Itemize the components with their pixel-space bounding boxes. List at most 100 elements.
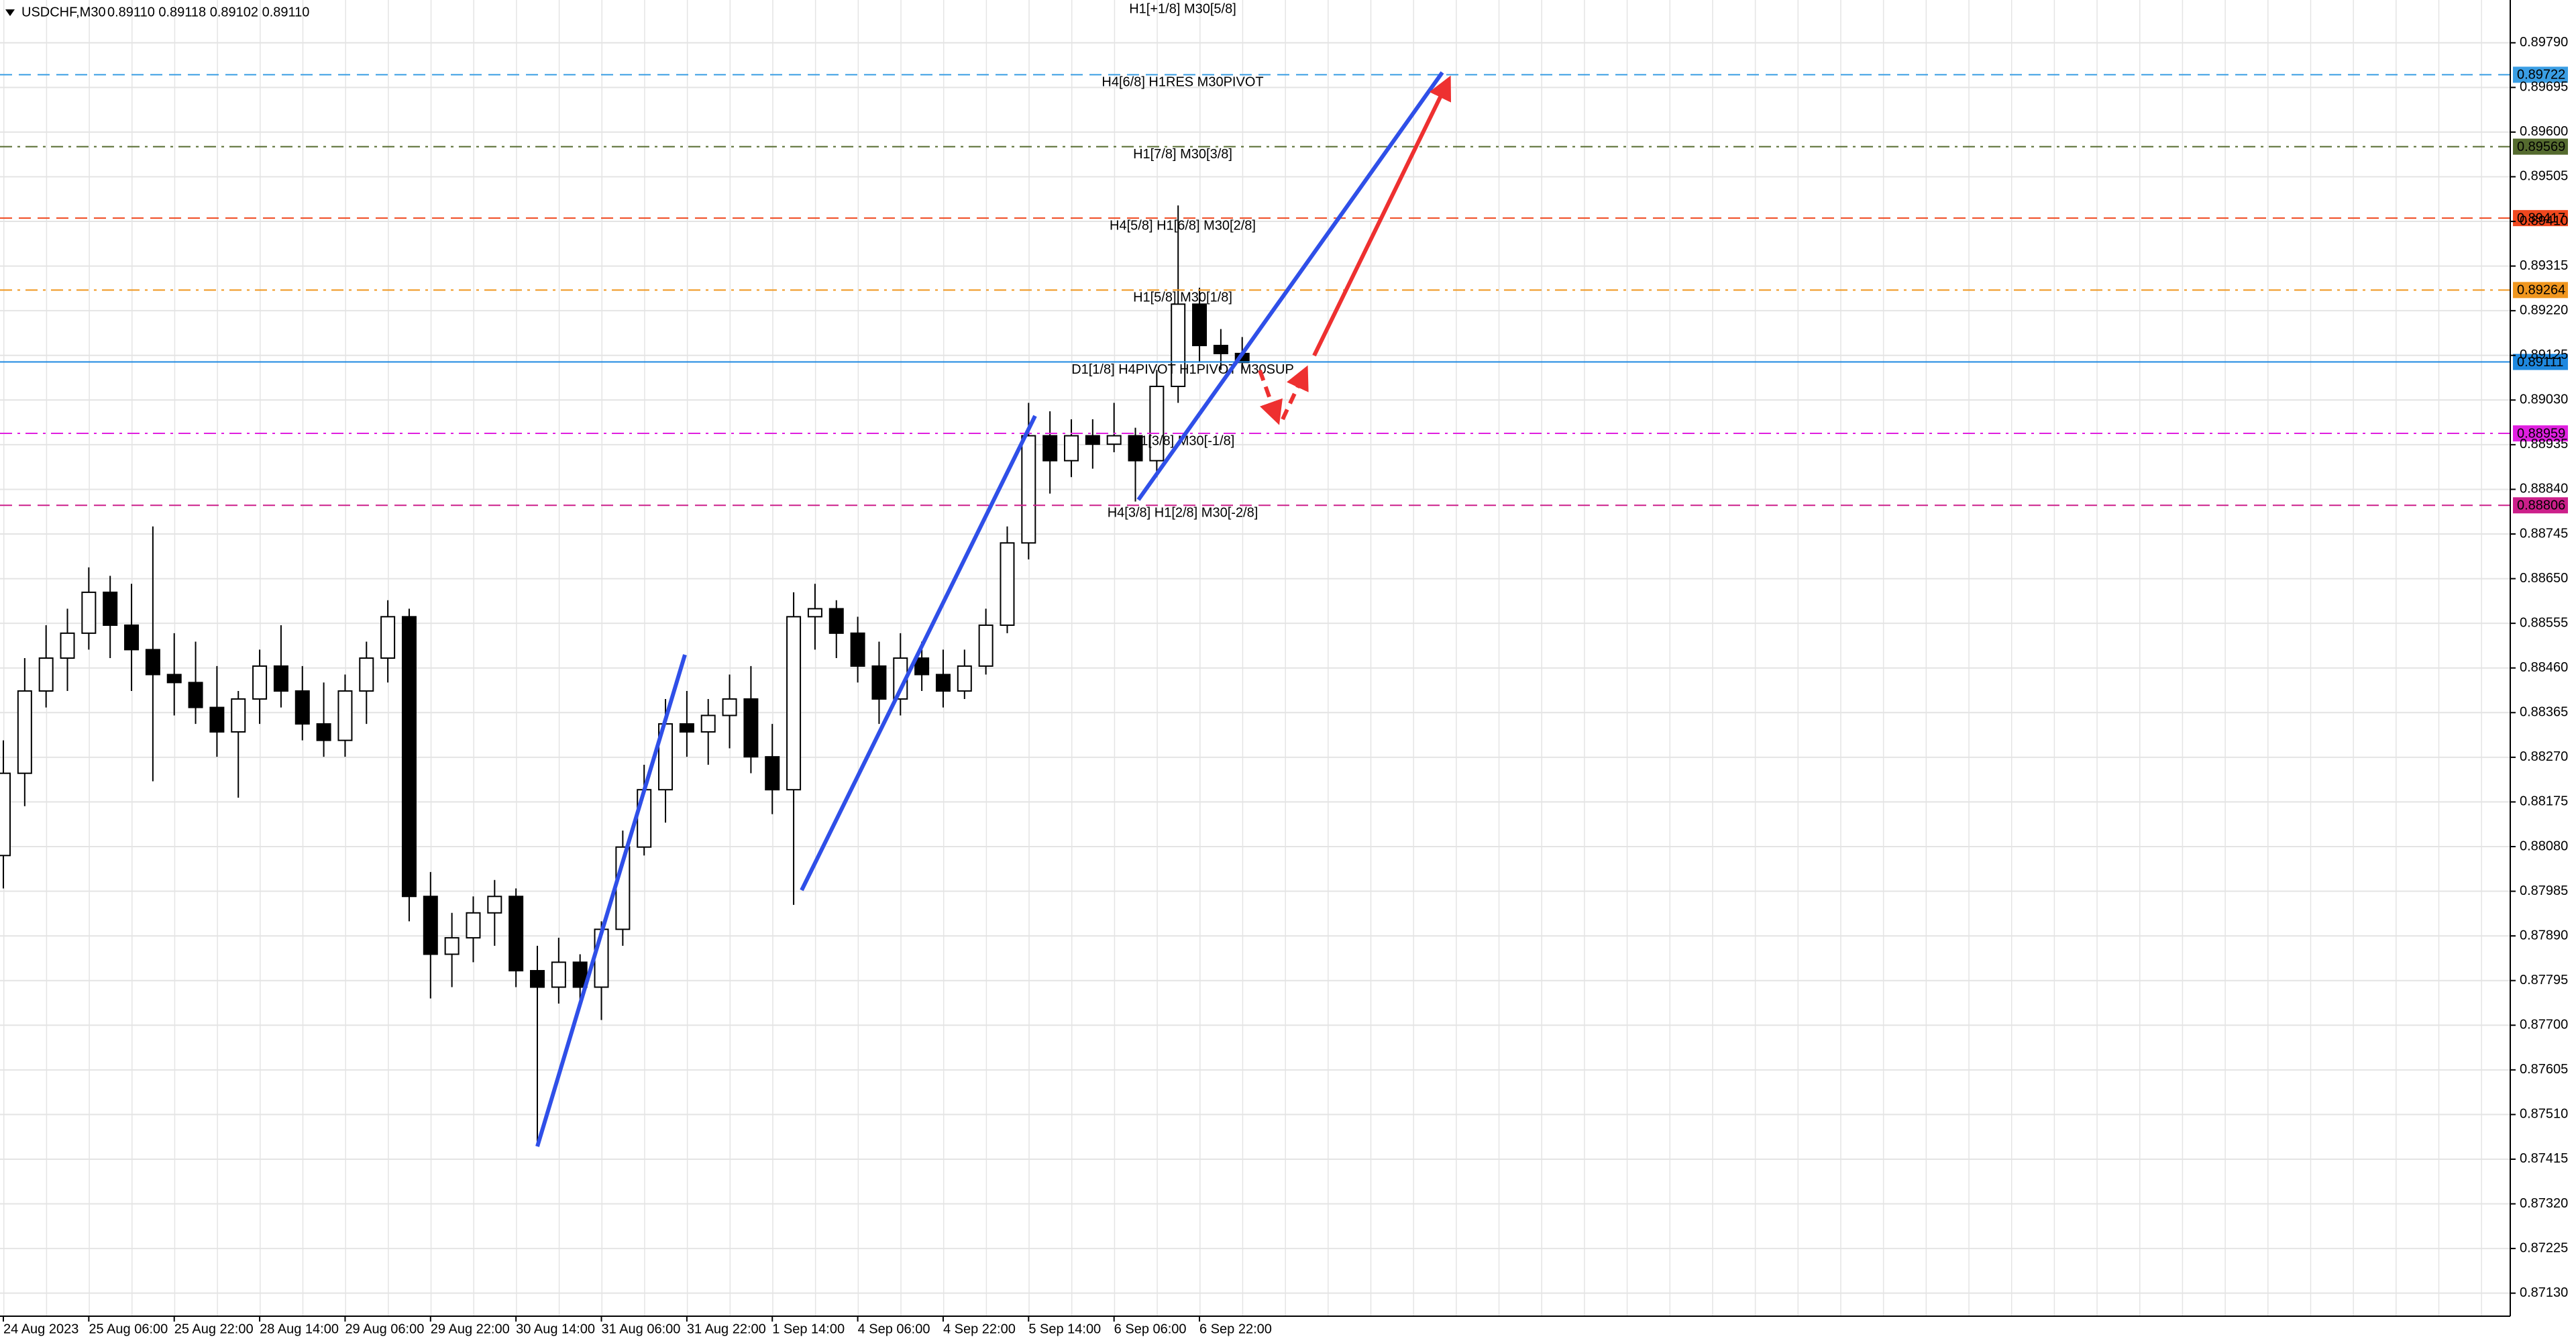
candle-body xyxy=(1192,303,1208,347)
y-tick-label: 0.88935 xyxy=(2520,437,2568,451)
candle-body xyxy=(914,657,930,676)
price-tag xyxy=(2513,425,2568,442)
x-tick-label: 29 Aug 06:00 xyxy=(345,1322,424,1336)
x-tick-label: 6 Sep 06:00 xyxy=(1114,1322,1187,1336)
y-tick-label: 0.87415 xyxy=(2520,1151,2568,1166)
x-tick-label: 4 Sep 06:00 xyxy=(858,1322,930,1336)
level-label: H1[7/8] M30[3/8] xyxy=(1133,147,1232,162)
y-tick-label: 0.89505 xyxy=(2520,169,2568,184)
price-tag xyxy=(2513,354,2568,370)
y-tick-label: 0.88270 xyxy=(2520,749,2568,764)
candle-body xyxy=(60,632,75,659)
forecast-arrow xyxy=(1258,369,1283,425)
candle-body xyxy=(679,723,694,733)
candle-body xyxy=(1042,435,1058,462)
y-tick-label: 0.88175 xyxy=(2520,794,2568,809)
vertical-grid xyxy=(0,0,2510,1316)
y-tick-label: 0.88555 xyxy=(2520,615,2568,630)
y-tick-label: 0.87795 xyxy=(2520,973,2568,987)
x-tick-label: 4 Sep 22:00 xyxy=(943,1322,1016,1336)
candle-body xyxy=(401,616,417,898)
x-tick-label: 25 Aug 22:00 xyxy=(174,1322,254,1336)
candle-body xyxy=(1171,303,1186,387)
candle-body xyxy=(637,789,652,848)
y-tick-label: 0.89315 xyxy=(2520,258,2568,273)
x-tick-label: 24 Aug 2023 xyxy=(3,1322,78,1336)
x-tick-label: 5 Sep 14:00 xyxy=(1028,1322,1101,1336)
candle-body xyxy=(700,714,716,733)
candle-body xyxy=(466,912,481,939)
candle-body xyxy=(81,591,97,634)
level-label: H4[3/8] H1[2/8] M30[-2/8] xyxy=(1108,506,1258,521)
candle-body xyxy=(294,690,310,725)
y-tick-label: 0.87320 xyxy=(2520,1196,2568,1211)
candle-body xyxy=(828,608,844,634)
x-tick-label: 31 Aug 06:00 xyxy=(602,1322,681,1336)
candle-body xyxy=(209,706,225,733)
candle-body xyxy=(786,616,802,791)
candle-body xyxy=(765,756,780,791)
candle-body xyxy=(166,674,182,684)
candle-body xyxy=(38,657,54,692)
candle-body xyxy=(273,665,288,692)
candle-body xyxy=(572,961,588,988)
level-label: H1[+1/8] M30[5/8] xyxy=(1129,1,1236,16)
price-tag-label: 0.88806 xyxy=(2517,498,2565,513)
axis-labels: 0.89790 0.89695 0.89600 0.89505 0.89410 0.893… xyxy=(3,35,2568,1336)
y-tick-label: 0.87890 xyxy=(2520,928,2568,943)
grid xyxy=(0,42,2510,1294)
candle-body xyxy=(487,896,502,914)
candle-body xyxy=(807,608,822,618)
y-tick-label: 0.87605 xyxy=(2520,1062,2568,1077)
level-label: H1[5/8] M30[1/8] xyxy=(1133,290,1232,305)
candle-body xyxy=(0,772,11,857)
candle-body xyxy=(252,665,268,700)
candle-body xyxy=(1021,435,1036,544)
candle-body xyxy=(231,698,246,733)
y-tick-label: 0.88745 xyxy=(2520,526,2568,541)
price-tag xyxy=(2513,66,2568,83)
y-tick-label: 0.89410 xyxy=(2520,213,2568,228)
candle-body xyxy=(743,698,759,758)
price-tag-label: 0.88959 xyxy=(2517,426,2565,441)
candle-body xyxy=(359,657,374,692)
y-tick-label: 0.87130 xyxy=(2520,1285,2568,1300)
candle-body xyxy=(1000,542,1015,626)
candle-body xyxy=(1128,435,1143,462)
y-tick-label: 0.87510 xyxy=(2520,1107,2568,1122)
candle-body xyxy=(103,591,118,626)
candle-body xyxy=(316,723,331,741)
trend-line xyxy=(800,415,1037,892)
trend-line xyxy=(535,654,687,1147)
candle-body xyxy=(1106,435,1122,445)
price-tag xyxy=(2513,282,2568,299)
price-tag xyxy=(2513,497,2568,514)
candle-body xyxy=(188,682,203,708)
y-tick-label: 0.89790 xyxy=(2520,35,2568,50)
y-tick-label: 0.87700 xyxy=(2520,1018,2568,1032)
x-tick-label: 1 Sep 14:00 xyxy=(772,1322,845,1336)
x-tick-label: 30 Aug 14:00 xyxy=(516,1322,595,1336)
y-tick-label: 0.89125 xyxy=(2520,347,2568,362)
y-tick-label: 0.89600 xyxy=(2520,124,2568,139)
x-tick-label: 28 Aug 14:00 xyxy=(260,1322,339,1336)
price-tag-label: 0.89569 xyxy=(2517,140,2565,154)
candle-body xyxy=(978,624,994,667)
forecast-arrow xyxy=(1281,365,1309,421)
y-tick-label: 0.89030 xyxy=(2520,392,2568,407)
price-tag-label: 0.89417 xyxy=(2517,211,2565,225)
y-tick-label: 0.88080 xyxy=(2520,839,2568,853)
candle-body xyxy=(145,649,160,676)
y-tick-label: 0.88460 xyxy=(2520,660,2568,675)
y-tick-label: 0.87985 xyxy=(2520,883,2568,898)
levels: H4[6/8] H1RES M30PIVOT 0.89722 H1[7/8] M30… xyxy=(0,66,2568,521)
forecast-arrow xyxy=(1312,75,1452,357)
candle-body xyxy=(530,969,545,988)
candle-body xyxy=(124,624,140,651)
candle-body xyxy=(1149,385,1165,462)
y-tick-label: 0.89695 xyxy=(2520,80,2568,95)
y-tick-label: 0.88840 xyxy=(2520,482,2568,496)
candle-body xyxy=(508,896,524,971)
y-tick-label: 0.88650 xyxy=(2520,571,2568,586)
price-tag-label: 0.89722 xyxy=(2517,68,2565,83)
